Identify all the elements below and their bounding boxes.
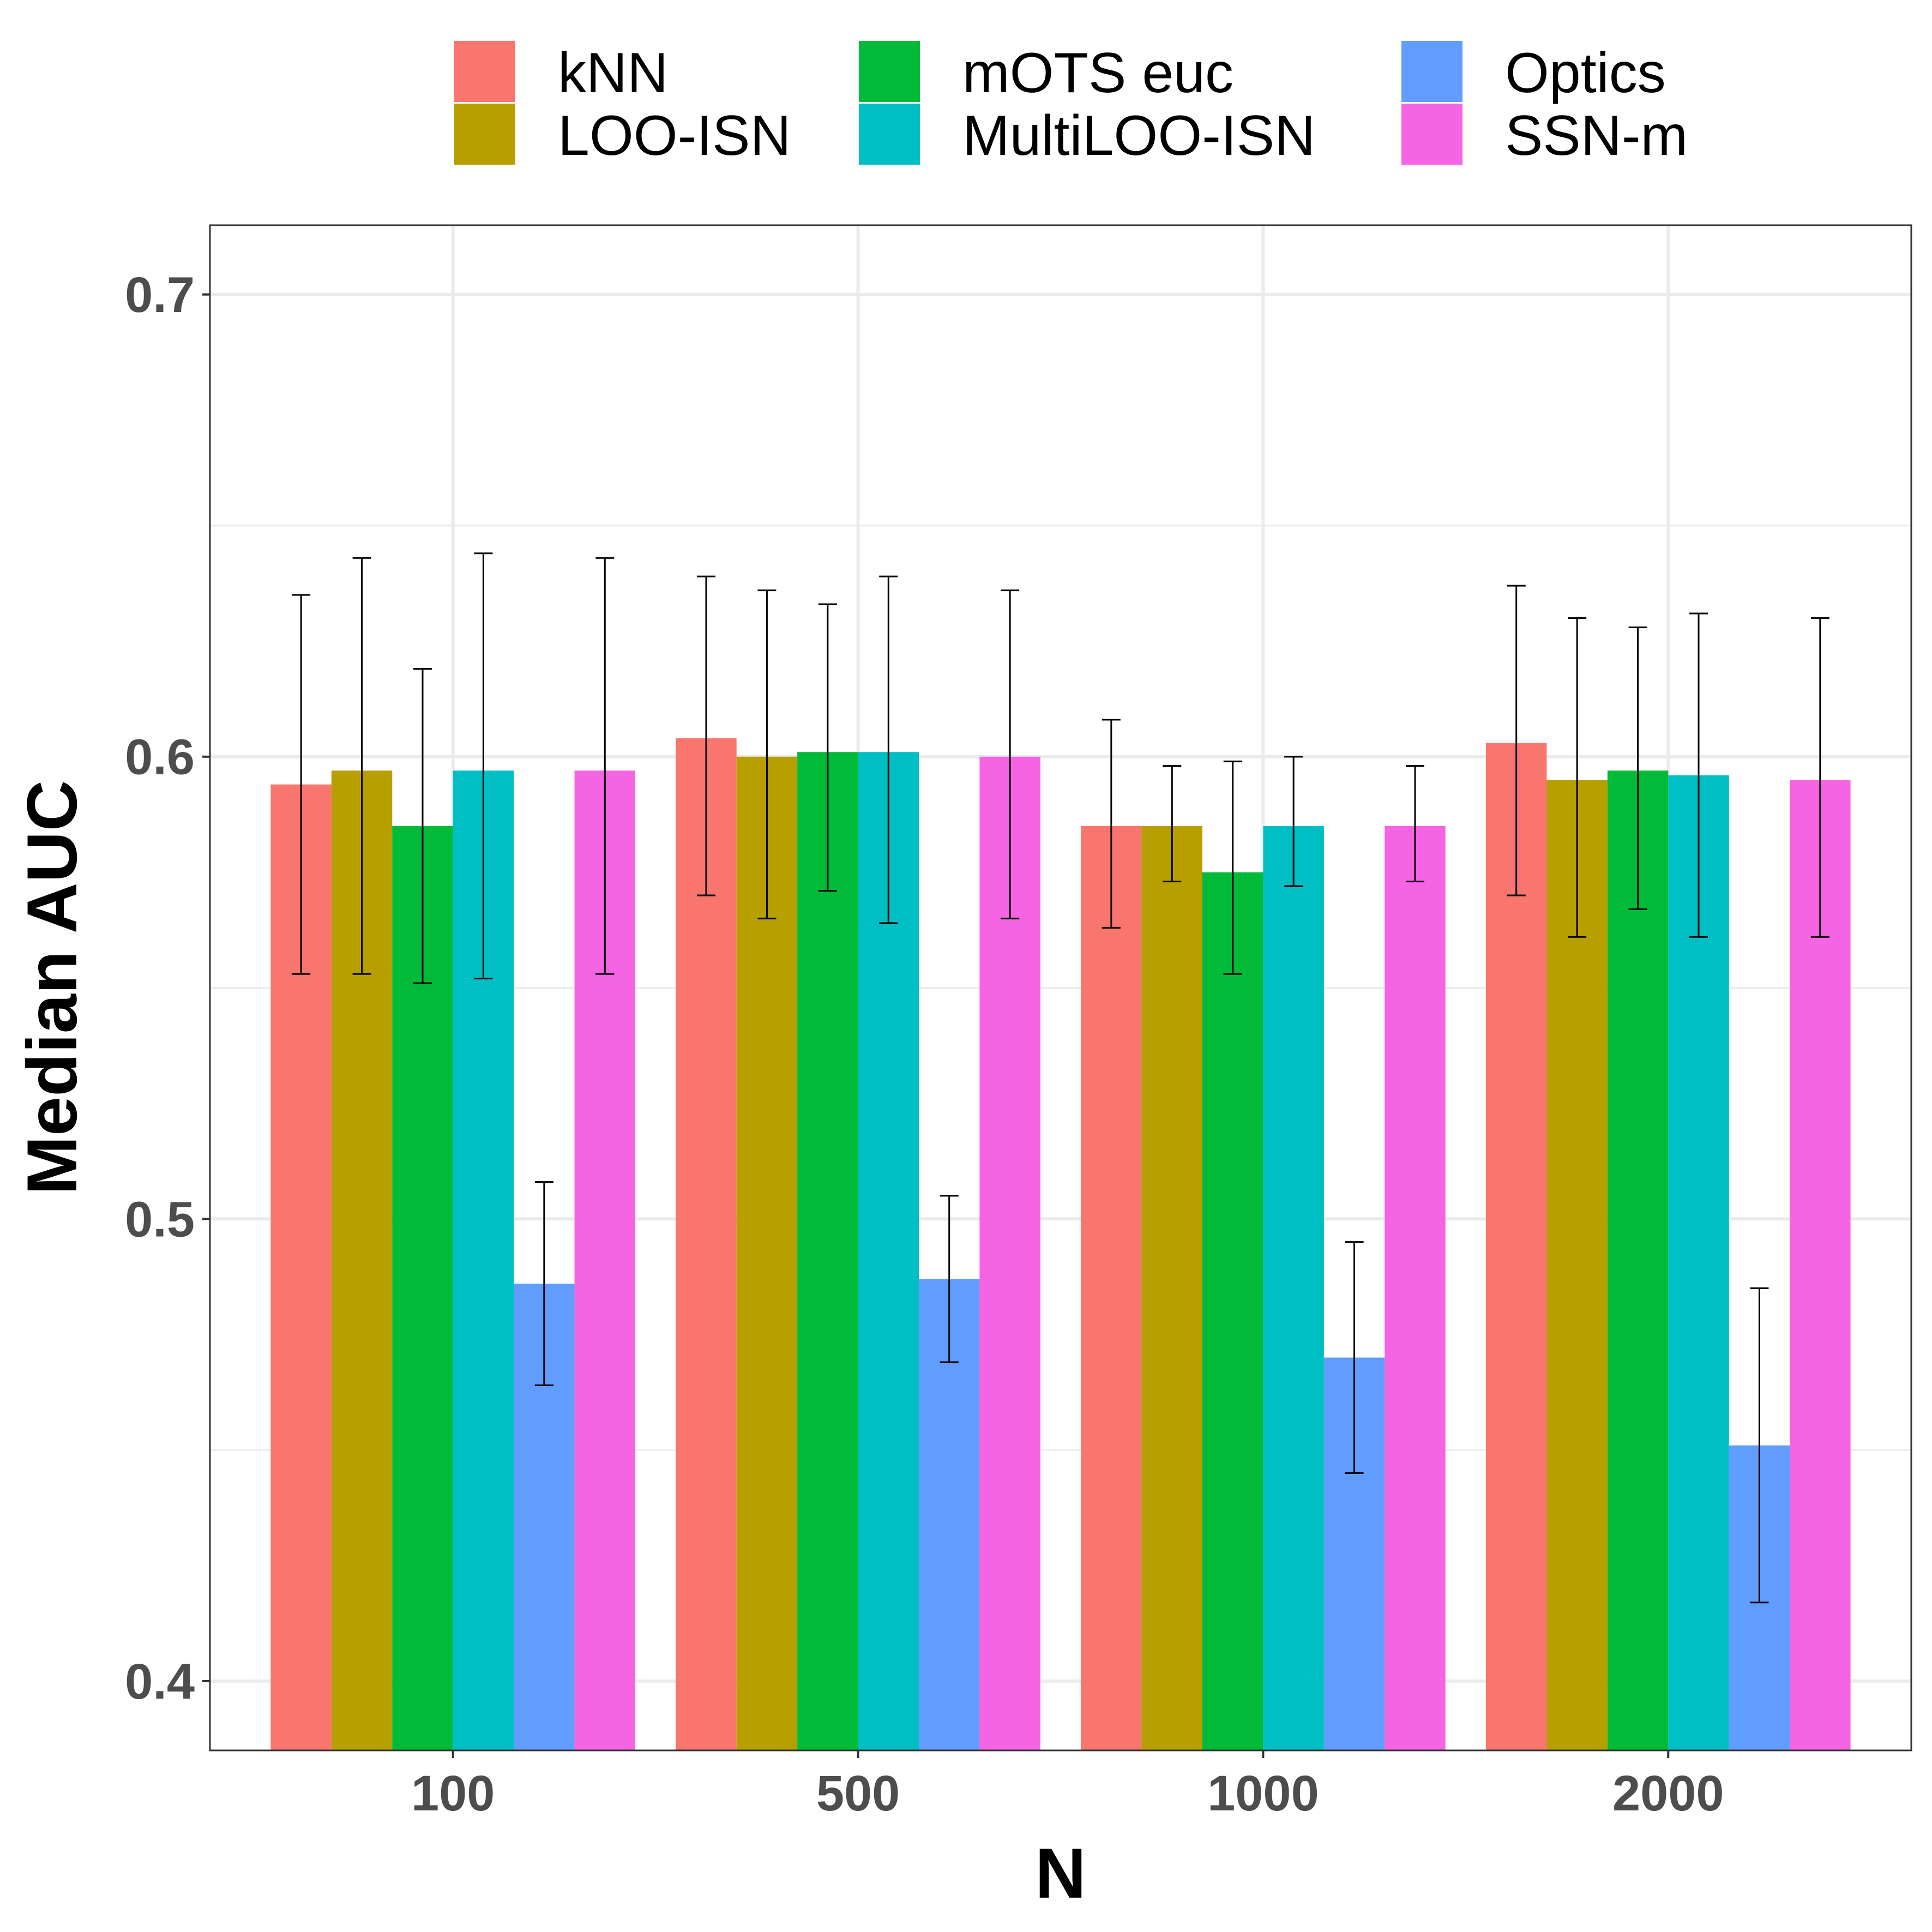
legend-item: MultiLOO-ISN (859, 104, 1315, 167)
bar (1790, 780, 1851, 1750)
bar (1546, 780, 1608, 1750)
legend-label: LOO-ISN (558, 104, 791, 167)
error-bar (757, 589, 777, 919)
legend-label: kNN (558, 41, 668, 105)
error-bar (818, 603, 837, 892)
bar (736, 756, 798, 1750)
legend-label: Optics (1505, 41, 1666, 105)
y-tick-label: 0.4 (125, 1654, 195, 1710)
error-bar (1628, 626, 1647, 910)
x-tick-label: 100 (411, 1766, 495, 1821)
error-bar (1163, 765, 1182, 883)
error-bar (1568, 617, 1587, 938)
error-bar (1750, 1287, 1769, 1604)
x-tick-label: 500 (816, 1766, 900, 1821)
legend-item: Optics (1401, 41, 1666, 105)
legend-item: kNN (454, 41, 668, 105)
error-bar (1345, 1241, 1364, 1474)
error-bar (1001, 589, 1020, 919)
legend-key (454, 41, 515, 102)
panel-border (209, 224, 1912, 1752)
error-bar (1284, 756, 1303, 887)
x-tick-label: 2000 (1612, 1766, 1724, 1821)
x-axis-title: N (1035, 1833, 1086, 1913)
error-bar (940, 1195, 959, 1363)
error-bar (474, 552, 493, 980)
legend-key (1401, 41, 1462, 102)
bar (979, 756, 1040, 1750)
y-tick-label: 0.5 (125, 1191, 195, 1247)
bar (676, 738, 737, 1750)
bar (1081, 826, 1142, 1750)
legend-item: SSN-m (1401, 104, 1688, 167)
legend-item: LOO-ISN (454, 104, 791, 167)
bar (1141, 826, 1202, 1750)
error-bar (534, 1181, 553, 1386)
legend-label: SSN-m (1505, 104, 1688, 167)
error-bar (352, 557, 371, 975)
error-bar (1689, 612, 1708, 938)
bar (1385, 826, 1446, 1750)
error-bar (1102, 719, 1121, 929)
error-bar (595, 557, 615, 975)
legend-key (1401, 104, 1462, 165)
legend-label: mOTS euc (962, 41, 1233, 105)
y-axis-title: Median AUC (12, 780, 92, 1195)
y-tick-label: 0.7 (125, 267, 195, 323)
bar (1263, 826, 1324, 1750)
y-tick-label: 0.6 (125, 730, 195, 785)
error-bar (697, 575, 715, 896)
legend-label: MultiLOO-ISN (962, 104, 1315, 167)
bar (1486, 743, 1547, 1750)
x-axis: 100 500 1000 2000 (411, 1750, 1724, 1821)
error-bar (1507, 585, 1526, 896)
legend-key (859, 104, 920, 165)
error-bar (1406, 765, 1424, 883)
bar (1607, 771, 1669, 1750)
error-bars (292, 552, 1829, 1604)
error-bar (879, 575, 898, 924)
error-bar (1223, 760, 1242, 975)
legend-key (859, 41, 920, 102)
legend-key (454, 104, 515, 165)
bar (1202, 872, 1263, 1750)
bar (797, 752, 858, 1750)
y-axis: 0.4 0.5 0.6 0.7 (125, 267, 210, 1710)
legend-item: mOTS euc (859, 41, 1233, 105)
x-tick-label: 1000 (1207, 1766, 1319, 1821)
error-bar (292, 594, 311, 975)
error-bar (413, 668, 432, 984)
error-bar (1810, 617, 1829, 938)
